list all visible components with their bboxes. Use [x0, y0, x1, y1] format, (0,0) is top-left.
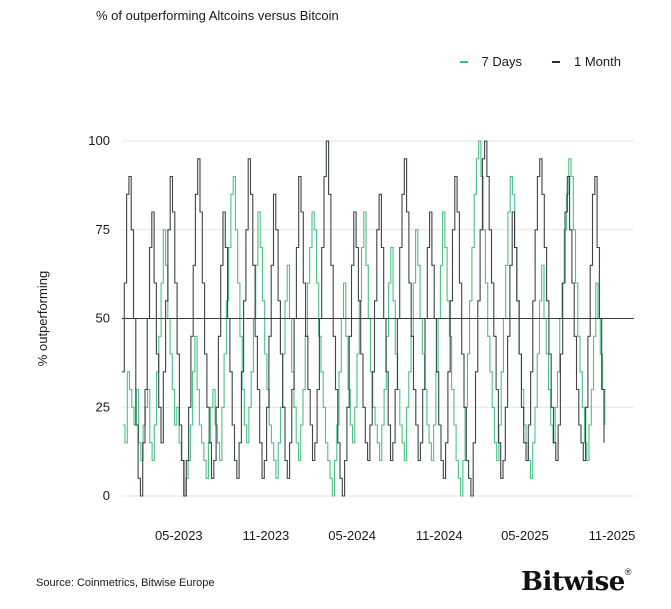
legend-swatch-7-days — [459, 60, 468, 63]
legend-item-7-days[interactable]: 7 Days — [459, 54, 523, 69]
x-tick-label-1: 11-2023 — [243, 528, 290, 543]
y-tick-label-25: 25 — [96, 399, 110, 414]
source-note: Source: Coinmetrics, Bitwise Europe — [36, 577, 215, 589]
x-tick-label-0: 05-2023 — [155, 528, 203, 543]
chart-legend: 7 Days 1 Month — [459, 54, 621, 69]
y-tick-label-75: 75 — [96, 222, 110, 237]
legend-label-1-month: 1 Month — [574, 54, 621, 69]
y-tick-label-100: 100 — [88, 133, 110, 148]
x-tick-label-5: 11-2025 — [589, 528, 636, 543]
y-axis-label: % outperforming — [35, 271, 50, 366]
x-tick-label-3: 11-2024 — [416, 528, 463, 543]
x-tick-label-4: 05-2025 — [501, 528, 549, 543]
y-tick-label-50: 50 — [96, 311, 110, 326]
series-line-7-days — [122, 140, 606, 497]
bitwise-logo: Bitwise® — [521, 567, 631, 597]
series-line-1-month — [122, 140, 605, 497]
x-tick-label-2: 05-2024 — [328, 528, 376, 543]
legend-label-7-days: 7 Days — [481, 54, 523, 69]
legend-item-1-month[interactable]: 1 Month — [552, 54, 621, 69]
legend-swatch-1-month — [552, 60, 561, 63]
chart-title: % of outperforming Altcoins versus Bitco… — [96, 8, 339, 23]
y-tick-label-0: 0 — [103, 488, 110, 503]
